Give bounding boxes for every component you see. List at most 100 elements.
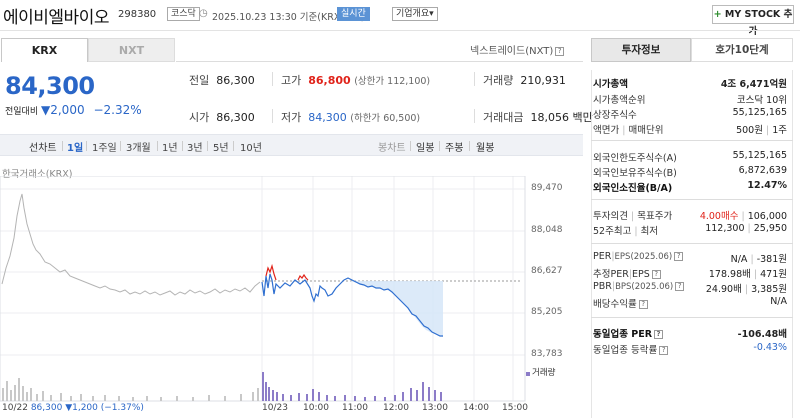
info-label: EPS(2025.06) — [614, 252, 673, 262]
period-5y[interactable]: 5년 — [213, 143, 229, 154]
stat-open: 시가 86,300 — [189, 109, 255, 125]
footer-change: 1,200 — [72, 403, 98, 413]
stock-header: 에이비엘바이오 298380 코스닥 ◷ 2025.10.23 13:30 기준… — [0, 0, 800, 37]
stat-label: 전일 — [189, 74, 210, 87]
row-est-per: 추정PER|EPS? 178.98배 | 471원 — [593, 269, 787, 280]
corp-info-button[interactable]: 기업개요▾ — [392, 7, 438, 21]
row-sector-per: 동일업종 PER? -106.48배 — [591, 326, 793, 340]
y-tick: 86,627 — [531, 266, 563, 276]
divider — [591, 199, 793, 200]
stat-value: 18,056 — [530, 111, 569, 124]
divider — [474, 72, 475, 86]
tab-order-book[interactable]: 호가10단계 — [691, 38, 793, 62]
realtime-badge[interactable]: 실시간 — [337, 7, 370, 21]
y-tick: 83,783 — [531, 349, 563, 359]
stat-unit: 백만 — [572, 111, 593, 124]
info-label: 시가총액순위 — [593, 95, 646, 106]
info-value: 6,872,639 — [738, 165, 787, 176]
price-chart[interactable] — [0, 176, 530, 419]
row-foreign-hold: 외국인보유주식수(B) 6,872,639 — [591, 165, 793, 179]
help-icon[interactable]: ? — [659, 346, 669, 355]
target-price-value: 106,000 — [747, 211, 787, 222]
prev-day-footer: 10/22 86,300 ▼1,200 (−1.37%) — [2, 403, 144, 413]
exchange-label: 한국거래소(KRX) — [2, 169, 73, 180]
x-tick: 10:00 — [303, 403, 329, 413]
info-label: 외국인소진율(B/A) — [593, 183, 673, 194]
period-1y[interactable]: 1년 — [162, 143, 178, 154]
tab-nxt[interactable]: NXT — [88, 38, 175, 62]
tab-krx[interactable]: KRX — [1, 38, 88, 62]
nextrade-link[interactable]: 넥스트레이드(NXT)? — [470, 42, 565, 57]
lower-limit-note: (하한가 60,500) — [350, 113, 421, 124]
info-value: 24.90배 — [705, 284, 742, 295]
info-label: 투자의견 — [593, 211, 628, 222]
add-mystock-label: MY STOCK 추가 — [724, 9, 793, 37]
info-value: -106.48배 — [737, 329, 787, 340]
change-label: 전일대비 — [5, 107, 39, 117]
row-opinion: 투자의견 | 목표주가 4.00매수 | 106,000 — [593, 211, 787, 222]
info-value: 12.47% — [747, 180, 787, 191]
price-change: 전일대비 ▼2,000 −2.32% — [5, 103, 142, 117]
investment-info-panel — [591, 70, 793, 418]
down-arrow-icon: ▼ — [65, 403, 73, 413]
row-foreign-limit: 외국인한도주식수(A) 55,125,165 — [591, 150, 793, 164]
footer-close: 86,300 — [30, 403, 63, 413]
info-label: 추정PER — [593, 269, 629, 280]
info-value: 코스닥 10위 — [736, 95, 787, 106]
divider — [439, 141, 440, 151]
row-dividend: 배당수익률? N/A — [591, 296, 793, 310]
info-label: 동일업종 PER — [593, 329, 653, 340]
info-label: 상장주식수 — [593, 110, 637, 121]
period-10y[interactable]: 10년 — [240, 143, 262, 154]
x-tick: 11:00 — [342, 403, 368, 413]
help-icon[interactable]: ? — [651, 270, 661, 279]
row-pbr: PBR|BPS(2025.06)? 24.90배 | 3,385원 — [593, 281, 787, 295]
footer-pct: (−1.37%) — [100, 403, 144, 413]
period-1w[interactable]: 1주일 — [92, 143, 117, 154]
row-market-cap: 시가총액 4조 6,471억원 — [591, 76, 793, 90]
help-icon[interactable]: ? — [654, 330, 664, 339]
header-divider — [0, 30, 800, 31]
period-3y[interactable]: 3년 — [187, 143, 203, 154]
stock-code: 298380 — [118, 9, 157, 20]
info-label: PBR — [593, 281, 612, 292]
upper-limit-note: (상한가 112,100) — [354, 76, 431, 87]
help-icon[interactable]: ? — [638, 300, 648, 309]
divider — [62, 141, 63, 151]
period-3m[interactable]: 3개월 — [126, 143, 151, 154]
add-mystock-button[interactable]: + MY STOCK 추가 — [712, 5, 794, 37]
help-icon[interactable]: ? — [675, 282, 685, 291]
clock-icon: ◷ — [199, 8, 208, 19]
help-icon[interactable]: ? — [555, 46, 565, 56]
change-pct: −2.32% — [93, 103, 142, 117]
tab-investment-info[interactable]: 투자정보 — [591, 38, 691, 62]
candle-chart-button[interactable]: 봉차트 — [378, 143, 406, 154]
row-foreign-ratio: 외국인소진율(B/A) 12.47% — [591, 180, 793, 194]
info-label: EPS — [632, 269, 650, 280]
y-tick: 88,048 — [531, 225, 563, 235]
today-volume-bars — [262, 372, 442, 401]
info-label: 최저 — [640, 226, 659, 237]
period-1d[interactable]: 1일 — [67, 143, 84, 154]
nextrade-label: 넥스트레이드(NXT) — [470, 46, 554, 57]
y-tick: 89,470 — [531, 183, 563, 193]
help-icon[interactable]: ? — [674, 252, 684, 261]
stat-value: 84,300 — [308, 111, 347, 124]
quote-datetime: 2025.10.23 13:30 기준(KRX 장중) — [212, 12, 365, 23]
info-value: 471원 — [760, 269, 787, 280]
candle-daily[interactable]: 일봉 — [416, 143, 435, 154]
info-label: BPS(2025.06) — [615, 282, 674, 292]
candle-monthly[interactable]: 월봉 — [476, 143, 495, 154]
stat-high: 고가 86,800 (상한가 112,100) — [281, 72, 430, 88]
divider — [120, 141, 121, 151]
info-value: 500원 — [736, 125, 763, 136]
row-face-value: 액면가 | 매매단위 500원 | 1주 — [593, 125, 787, 136]
divider — [591, 140, 793, 141]
line-chart-button[interactable]: 선차트 — [29, 143, 57, 154]
candle-weekly[interactable]: 주봉 — [445, 143, 464, 154]
x-tick: 14:00 — [463, 403, 489, 413]
corp-info-label: 기업개요 — [396, 9, 430, 19]
prev-day-line — [1, 193, 261, 296]
volume-legend-swatch — [526, 372, 530, 376]
info-value: 112,300 — [705, 223, 745, 234]
